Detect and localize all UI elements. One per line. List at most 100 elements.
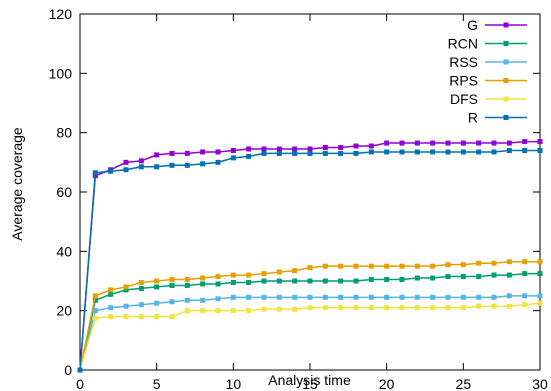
data-point-g bbox=[476, 140, 482, 146]
data-point-rss bbox=[537, 293, 543, 299]
data-point-dfs bbox=[491, 303, 497, 309]
data-point-rps bbox=[200, 275, 206, 281]
data-point-rcn bbox=[430, 275, 436, 281]
data-point-rss bbox=[276, 294, 282, 300]
data-point-rss bbox=[307, 294, 313, 300]
data-point-dfs bbox=[184, 308, 190, 314]
data-point-dfs bbox=[307, 305, 313, 311]
x-axis-label: Analysis time bbox=[268, 372, 351, 388]
data-point-g bbox=[184, 150, 190, 156]
data-point-rps bbox=[414, 263, 420, 269]
data-point-g bbox=[430, 140, 436, 146]
y-tick-label: 120 bbox=[49, 6, 73, 22]
data-point-dfs bbox=[292, 306, 298, 312]
x-tick-label: 5 bbox=[153, 376, 161, 391]
data-point-r bbox=[399, 149, 405, 155]
data-point-g bbox=[338, 145, 344, 150]
data-point-dfs bbox=[338, 305, 344, 311]
data-point-rps bbox=[307, 265, 313, 271]
data-point-g bbox=[460, 140, 466, 146]
data-point-r bbox=[445, 149, 451, 155]
data-point-rps bbox=[261, 271, 267, 277]
data-point-rss bbox=[399, 294, 405, 300]
y-tick-label: 80 bbox=[56, 125, 72, 141]
data-point-rss bbox=[200, 297, 206, 303]
data-point-g bbox=[169, 150, 175, 156]
data-point-dfs bbox=[522, 302, 528, 308]
data-point-rps bbox=[430, 263, 436, 269]
data-point-g bbox=[384, 140, 390, 146]
data-point-rcn bbox=[184, 282, 190, 288]
data-point-rps bbox=[169, 277, 175, 283]
data-point-rps bbox=[108, 287, 114, 293]
data-point-rps bbox=[123, 284, 129, 290]
data-point-rcn bbox=[338, 278, 344, 284]
data-point-r bbox=[261, 150, 267, 156]
data-point-rcn bbox=[276, 278, 282, 284]
data-point-rps bbox=[184, 277, 190, 283]
data-point-g bbox=[307, 146, 313, 152]
data-point-rcn bbox=[491, 272, 497, 278]
data-point-g bbox=[246, 146, 252, 152]
data-point-r bbox=[338, 150, 344, 156]
data-point-rps bbox=[445, 262, 451, 268]
data-point-r bbox=[169, 162, 175, 168]
data-point-rss bbox=[368, 294, 374, 300]
data-point-dfs bbox=[353, 305, 359, 311]
data-point-r bbox=[276, 150, 282, 156]
data-point-rcn bbox=[460, 274, 466, 280]
data-point-rcn bbox=[200, 281, 206, 287]
data-point-g bbox=[123, 159, 129, 165]
data-point-dfs bbox=[368, 305, 374, 311]
data-point-rps bbox=[476, 260, 482, 266]
data-point-g bbox=[276, 146, 282, 152]
data-point-rss bbox=[169, 299, 175, 305]
y-tick-label: 100 bbox=[49, 65, 73, 81]
data-point-rss bbox=[476, 294, 482, 300]
data-point-rcn bbox=[92, 297, 98, 303]
data-point-rss bbox=[108, 305, 114, 311]
y-tick-label: 40 bbox=[56, 243, 72, 259]
data-point-rcn bbox=[506, 272, 512, 278]
data-point-dfs bbox=[169, 314, 175, 320]
data-point-g bbox=[230, 147, 236, 153]
data-point-r bbox=[215, 159, 221, 165]
data-point-g bbox=[368, 143, 374, 149]
legend-marker-r bbox=[503, 115, 509, 120]
data-point-dfs bbox=[230, 308, 236, 314]
data-point-rcn bbox=[230, 279, 236, 285]
data-point-r bbox=[230, 155, 236, 161]
data-point-dfs bbox=[154, 314, 160, 320]
data-point-dfs bbox=[506, 303, 512, 309]
legend-marker-dfs bbox=[503, 96, 509, 102]
data-point-g bbox=[414, 140, 420, 146]
data-point-rcn bbox=[154, 284, 160, 290]
data-point-r bbox=[506, 147, 512, 153]
data-point-rss bbox=[506, 293, 512, 299]
data-point-rcn bbox=[108, 291, 114, 297]
series-line-r bbox=[79, 149, 540, 371]
data-point-rss bbox=[246, 294, 252, 300]
data-point-rcn bbox=[246, 279, 252, 285]
data-point-rcn bbox=[307, 278, 313, 284]
legend-label-rps: RPS bbox=[449, 73, 478, 89]
legend-marker-rcn bbox=[503, 41, 509, 46]
legend-marker-rps bbox=[503, 78, 509, 83]
data-point-dfs bbox=[414, 305, 420, 311]
data-point-r bbox=[414, 149, 420, 155]
legend-label-rss: RSS bbox=[449, 54, 478, 70]
data-point-rps bbox=[384, 263, 390, 269]
data-point-rss bbox=[353, 294, 359, 300]
data-point-rps bbox=[353, 263, 359, 269]
data-point-r bbox=[307, 150, 313, 156]
legend-label-g: G bbox=[467, 17, 478, 33]
legend-marker-rss bbox=[503, 59, 509, 65]
data-point-r bbox=[537, 147, 543, 153]
data-point-rps bbox=[537, 259, 543, 265]
data-point-rps bbox=[506, 259, 512, 265]
data-point-rss bbox=[123, 303, 129, 309]
data-point-rss bbox=[338, 294, 344, 300]
x-tick-label: 30 bbox=[532, 376, 548, 391]
data-point-rcn bbox=[445, 274, 451, 280]
